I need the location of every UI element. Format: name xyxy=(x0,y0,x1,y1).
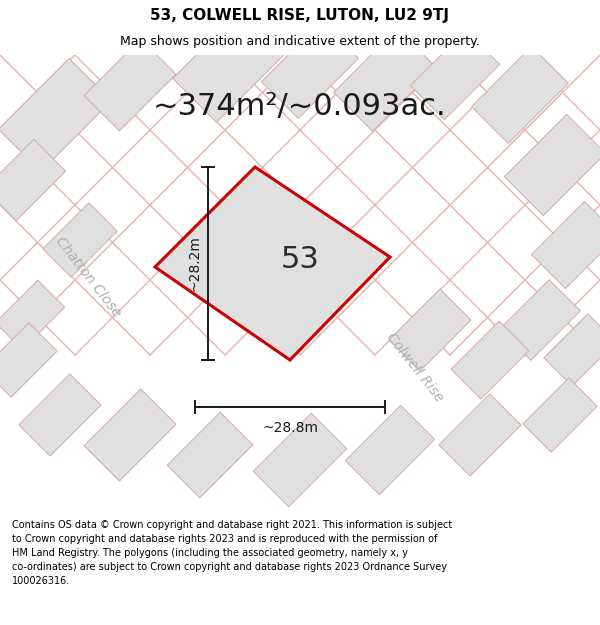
Text: ~374m²/~0.093ac.: ~374m²/~0.093ac. xyxy=(153,92,447,121)
Text: Contains OS data © Crown copyright and database right 2021. This information is : Contains OS data © Crown copyright and d… xyxy=(12,521,452,586)
Text: 53, COLWELL RISE, LUTON, LU2 9TJ: 53, COLWELL RISE, LUTON, LU2 9TJ xyxy=(151,8,449,23)
Text: 53: 53 xyxy=(281,246,319,274)
Polygon shape xyxy=(0,323,57,397)
Polygon shape xyxy=(451,321,529,399)
Polygon shape xyxy=(439,394,521,476)
Text: ~28.2m: ~28.2m xyxy=(187,236,201,291)
Polygon shape xyxy=(43,203,117,277)
Polygon shape xyxy=(262,22,358,118)
Text: Colwell Rise: Colwell Rise xyxy=(384,330,446,404)
Polygon shape xyxy=(410,31,500,119)
Polygon shape xyxy=(0,58,112,172)
Polygon shape xyxy=(19,374,101,456)
Polygon shape xyxy=(389,289,471,371)
Polygon shape xyxy=(500,280,580,360)
Polygon shape xyxy=(253,413,347,507)
Polygon shape xyxy=(334,29,436,131)
Polygon shape xyxy=(0,139,65,221)
Polygon shape xyxy=(167,412,253,498)
Text: ~28.8m: ~28.8m xyxy=(262,421,318,435)
Text: Map shows position and indicative extent of the property.: Map shows position and indicative extent… xyxy=(120,35,480,48)
Polygon shape xyxy=(173,8,287,122)
Polygon shape xyxy=(532,201,600,289)
Polygon shape xyxy=(155,167,390,360)
Polygon shape xyxy=(472,47,568,143)
Polygon shape xyxy=(544,314,600,386)
Polygon shape xyxy=(346,406,434,494)
Text: Chatton Close: Chatton Close xyxy=(52,234,124,320)
Polygon shape xyxy=(505,114,600,216)
Polygon shape xyxy=(84,39,176,131)
Polygon shape xyxy=(523,378,597,452)
Polygon shape xyxy=(84,389,176,481)
Polygon shape xyxy=(0,281,65,349)
